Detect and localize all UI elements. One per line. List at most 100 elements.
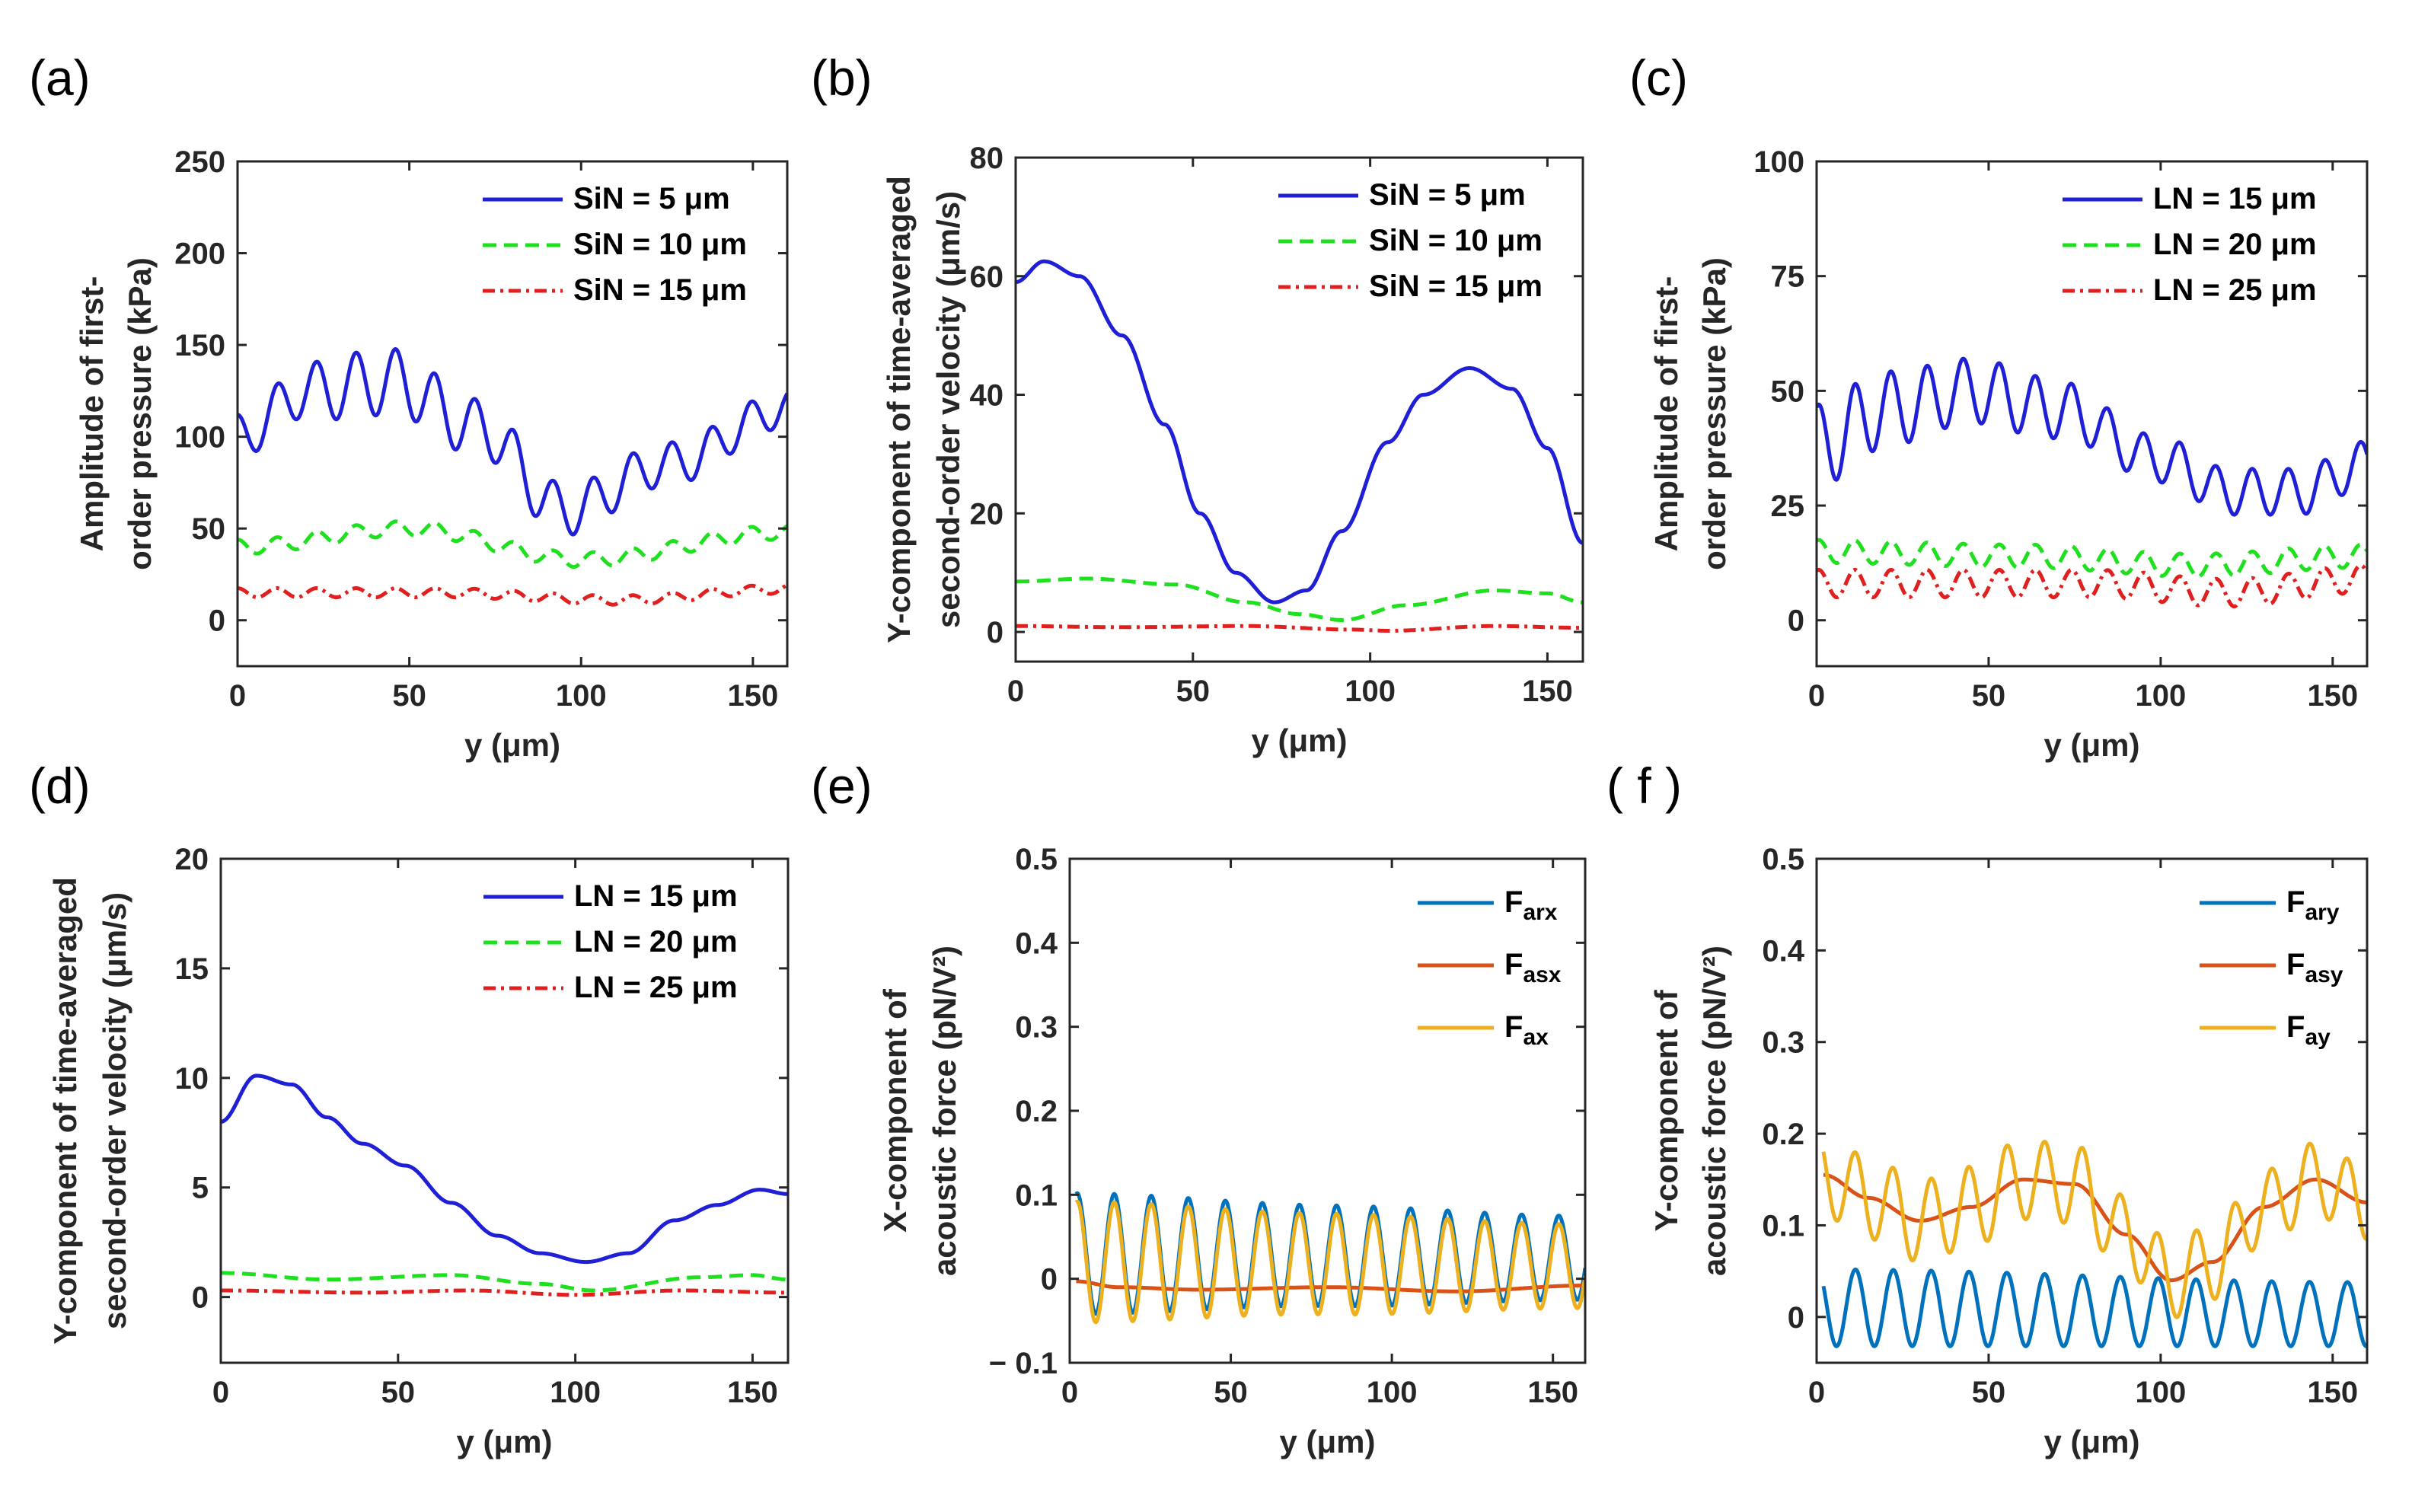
x-tick-label: 0: [1007, 675, 1024, 708]
series-line-1: [1817, 356, 2367, 517]
series-line-3: [1821, 1140, 2367, 1319]
legend-label: Fary: [2286, 885, 2340, 925]
y-tick-label: 75: [1771, 260, 1805, 294]
y-axis-label: acoustic force (pN/V²): [927, 946, 962, 1276]
legend-label: LN = 25 μm: [574, 971, 738, 1004]
legend-label: Fax: [1504, 1010, 1549, 1050]
panel-label: ( f ): [1606, 758, 1682, 814]
series-group: [1817, 356, 2367, 609]
chart-panel-c: (c) 0 50 100 150 0 25 50 75 100 y (μm) Amplitude of…: [1629, 49, 2369, 763]
y-tick-label: 60: [970, 260, 1004, 294]
series-group: [1074, 1191, 1585, 1325]
legend: SiN = 5 μm SiN = 10 μm SiN = 15 μm: [1278, 178, 1543, 303]
series-line-2: [238, 519, 787, 569]
y-axis-label: second-order velocity (μm/s): [930, 191, 966, 628]
y-axis-label: Amplitude of first-: [74, 276, 110, 552]
legend-label: Fasy: [2286, 948, 2343, 987]
y-tick-label: 0: [1788, 1301, 1804, 1335]
series-line-3: [1016, 624, 1583, 633]
y-tick-label: 20: [970, 497, 1004, 531]
series-line-1: [221, 1073, 788, 1265]
y-tick-label: 40: [970, 379, 1004, 413]
axes-box: [1014, 156, 1584, 663]
legend: Fary Fasy Fay: [2200, 885, 2343, 1050]
x-tick-label: 150: [2307, 679, 2358, 713]
legend-label: Farx: [1504, 885, 1558, 925]
x-tick-label: 150: [727, 1376, 778, 1409]
legend-label: SiN = 10 μm: [1369, 224, 1543, 257]
y-tick-label: 250: [174, 145, 225, 179]
y-tick-label: 10: [175, 1062, 209, 1096]
series-line-2: [1817, 537, 2367, 579]
y-tick-label: 50: [1771, 375, 1805, 408]
y-tick-label: 0: [192, 1281, 209, 1315]
x-tick-label: 50: [381, 1376, 416, 1409]
x-tick-label: 50: [392, 679, 426, 713]
legend-label-subscript: arx: [1523, 900, 1557, 925]
y-tick-label: 5: [192, 1172, 209, 1205]
panel-label: (e): [811, 758, 873, 814]
legend-label: LN = 15 μm: [2153, 182, 2317, 215]
y-tick-label: 50: [192, 512, 226, 546]
y-tick-label: 100: [174, 421, 225, 455]
y-tick-label: 0.2: [1762, 1118, 1804, 1151]
y-tick-label: 0.3: [1015, 1011, 1058, 1045]
series-group: [1821, 1140, 2367, 1348]
series-line-2: [1074, 1279, 1585, 1293]
legend-label: SiN = 15 μm: [1369, 270, 1543, 303]
y-tick-label: 0.4: [1762, 934, 1804, 968]
y-tick-label: 0.5: [1015, 843, 1058, 876]
legend-label-subscript: ary: [2305, 900, 2339, 925]
legend-label: LN = 25 μm: [2153, 273, 2317, 307]
x-tick-label: 150: [2307, 1376, 2358, 1409]
legend-label-subscript: asy: [2305, 962, 2343, 987]
y-tick-label: − 0.1: [989, 1347, 1058, 1380]
panel-label: (a): [29, 49, 91, 106]
x-tick-label: 0: [1808, 1376, 1825, 1409]
x-tick-label: 50: [1972, 679, 2006, 713]
y-axis-label: Y-component of: [1648, 989, 1684, 1231]
chart-panel-e: (e)0 50 100 150− 0.100.10.20.30.40.5y (μm)X…: [811, 758, 1587, 1459]
y-axis-label: Y-component of time-averaged: [47, 877, 83, 1345]
series-line-1: [1016, 259, 1583, 604]
legend: Farx Fasx Fax: [1418, 885, 1562, 1050]
y-tick-label: 0.3: [1762, 1026, 1804, 1060]
legend-label-subscript: asx: [1523, 962, 1561, 987]
y-tick-label: 100: [1753, 145, 1804, 179]
x-axis-label: y (μm): [456, 1424, 552, 1459]
legend-label: Fay: [2286, 1010, 2331, 1050]
x-tick-label: 100: [1345, 675, 1396, 708]
chart-panel-b: (b) 0 50 100 150 0 20 40 60 80 y (μm) Y-component o…: [811, 49, 1584, 758]
series-line-3: [1817, 563, 2367, 609]
y-axis-label: X-component of: [877, 988, 913, 1233]
series-group: [238, 347, 787, 607]
y-tick-label: 0.2: [1015, 1095, 1058, 1128]
legend-label: SiN = 5 μm: [1369, 178, 1526, 212]
y-tick-label: 150: [174, 329, 225, 362]
series-group: [221, 1073, 788, 1297]
legend: LN = 15 μm LN = 20 μm LN = 25 μm: [2063, 182, 2317, 307]
y-tick-label: 15: [175, 952, 209, 986]
legend-label: LN = 20 μm: [574, 925, 738, 959]
legend-label: SiN = 5 μm: [573, 182, 730, 215]
series-line-2: [1822, 1172, 2367, 1283]
x-tick-label: 0: [1808, 679, 1825, 713]
series-line-2: [1016, 576, 1583, 622]
legend-label-subscript: ay: [2305, 1025, 2331, 1050]
x-tick-label: 100: [556, 679, 607, 713]
x-axis-label: y (μm): [1251, 723, 1347, 758]
x-axis-label: y (μm): [2044, 1424, 2139, 1459]
legend: LN = 15 μm LN = 20 μm LN = 25 μm: [483, 879, 738, 1004]
x-tick-label: 100: [2136, 1376, 2187, 1409]
y-axis-label: order pressure (kPa): [122, 257, 158, 570]
x-tick-label: 0: [229, 679, 246, 713]
legend: SiN = 5 μm SiN = 10 μm SiN = 15 μm: [483, 182, 747, 307]
chart-panel-d: (d) 0 50 100 150 0 5 10 15 20 y (μm) Y-component of…: [29, 758, 790, 1459]
y-axis-label: Amplitude of first-: [1648, 276, 1684, 552]
axes-box: [219, 857, 790, 1364]
x-tick-label: 100: [2136, 679, 2187, 713]
series-line-1: [238, 347, 787, 537]
y-axis-label: Y-component of time-averaged: [881, 176, 917, 643]
y-tick-label: 80: [970, 142, 1004, 175]
y-tick-label: 0: [209, 604, 225, 638]
